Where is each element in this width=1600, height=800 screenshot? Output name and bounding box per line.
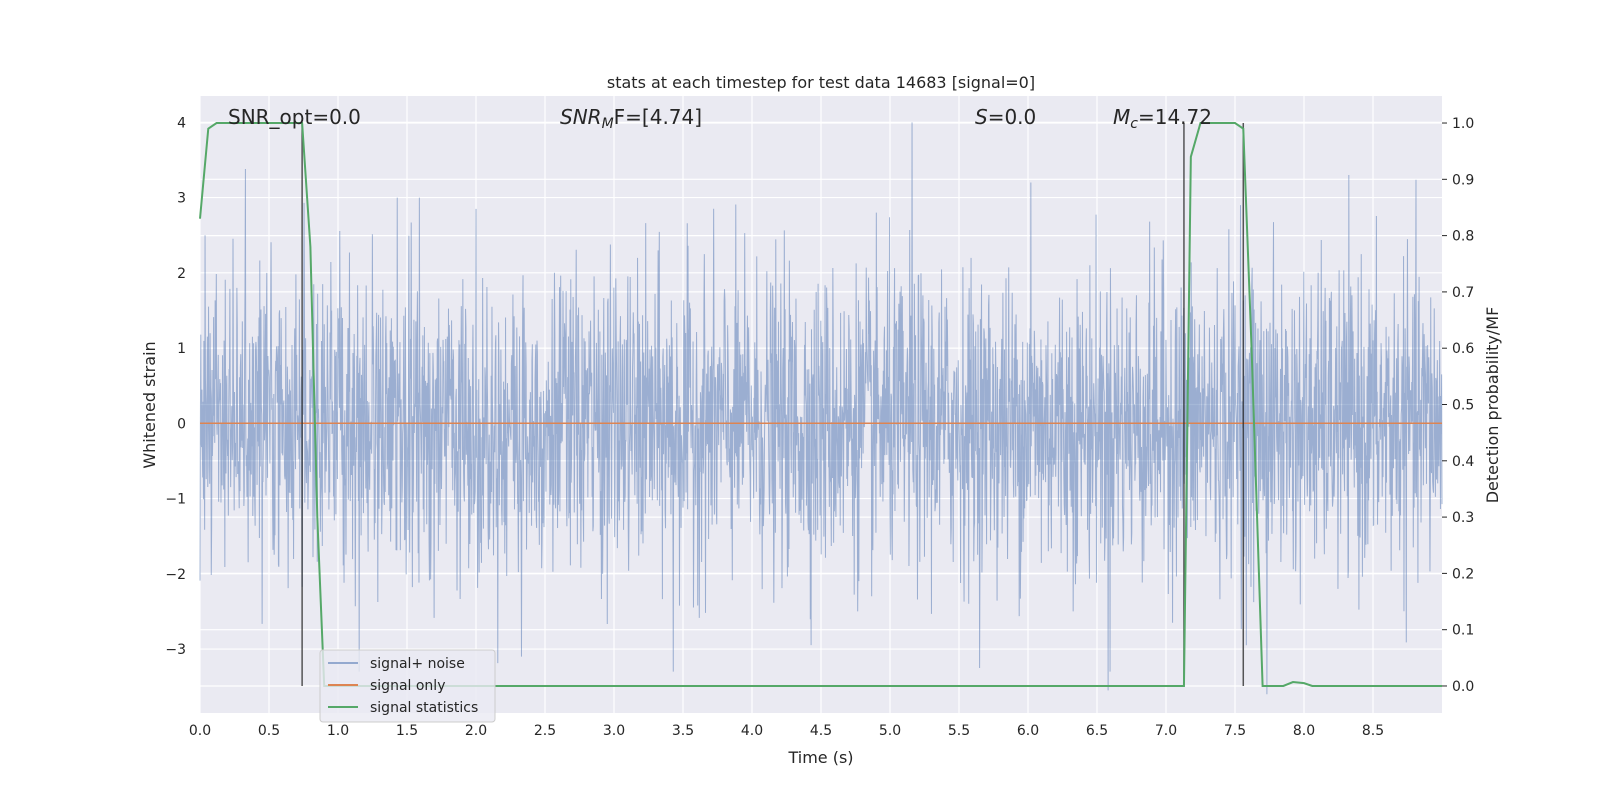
legend: signal+ noise signal only signal statist…	[319, 649, 496, 723]
axes: 0.0 0.5 1.0 1.5 2.0 2.5 3.0 3.5 4.0 4.5 5.0 5.5 6.0 6…	[165, 115, 1474, 739]
y2-tick-label: 0.4	[1452, 454, 1474, 470]
x-tick-label: 4.5	[810, 723, 832, 739]
y2-tick-label: 0.5	[1452, 398, 1474, 414]
y-tick-label: 4	[177, 115, 186, 131]
y-tick-label: 0	[177, 416, 186, 432]
series-signal-statistics	[199, 122, 1442, 687]
y2-tick-label: 0.2	[1452, 566, 1474, 582]
y-tick-label: −1	[165, 492, 186, 508]
y2-tick-label: 0.7	[1452, 285, 1474, 301]
annotation-snr-opt: SNR_opt=0.0	[228, 105, 361, 129]
x-tick-label: 0.0	[189, 723, 211, 739]
legend-box	[319, 649, 496, 723]
legend-label-signal-statistics: signal statistics	[370, 700, 478, 716]
annotations: SNR_opt=0.0 SNRMF=[4.74] S=0.0 Mc=14.72	[228, 105, 1212, 132]
annotation-snr-mf: SNRMF=[4.74]	[560, 105, 702, 132]
x-tick-label: 3.0	[603, 723, 625, 739]
x-tick-label: 7.0	[1155, 723, 1177, 739]
x-tick-label: 2.0	[465, 723, 487, 739]
x-tick-label: 5.0	[879, 723, 901, 739]
x-tick-label: 6.5	[1086, 723, 1108, 739]
legend-label-signal-noise: signal+ noise	[370, 656, 465, 672]
y2-tick-label: 0.1	[1452, 623, 1474, 639]
legend-label-signal-only: signal only	[370, 678, 445, 694]
x-tick-label: 8.5	[1362, 723, 1384, 739]
x-tick-label: 2.5	[534, 723, 556, 739]
y2-tick-label: 0.0	[1452, 679, 1474, 695]
y-tick-label: 2	[177, 266, 186, 282]
x-tick-label: 1.0	[327, 723, 349, 739]
plot-area	[199, 122, 1443, 695]
series-signal-noise	[199, 122, 1443, 695]
chart-title: stats at each timestep for test data 146…	[607, 73, 1035, 92]
x-tick-label: 6.0	[1017, 723, 1039, 739]
x-tick-label: 5.5	[948, 723, 970, 739]
y-tick-label: 3	[177, 191, 186, 207]
y-tick-label: −3	[165, 642, 186, 658]
x-tick-label: 4.0	[741, 723, 763, 739]
y-tick-label: −2	[165, 567, 186, 583]
y2-axis-label: Detection probability/MF	[1483, 307, 1502, 504]
x-tick-label: 0.5	[258, 723, 280, 739]
x-tick-label: 7.5	[1224, 723, 1246, 739]
y2-tick-label: 0.6	[1452, 341, 1474, 357]
x-axis-label: Time (s)	[787, 748, 853, 767]
x-tick-label: 8.0	[1293, 723, 1315, 739]
y2-tick-label: 0.3	[1452, 510, 1474, 526]
y2-tick-label: 0.8	[1452, 229, 1474, 245]
y-tick-label: 1	[177, 341, 186, 357]
annotation-mc: Mc=14.72	[1113, 105, 1212, 132]
y2-tick-label: 1.0	[1452, 116, 1474, 132]
y2-tick-label: 0.9	[1452, 172, 1474, 188]
x-tick-label: 1.5	[396, 723, 418, 739]
x-tick-label: 3.5	[672, 723, 694, 739]
y-axis-label: Whitened strain	[140, 341, 159, 468]
annotation-s: S=0.0	[975, 105, 1036, 129]
